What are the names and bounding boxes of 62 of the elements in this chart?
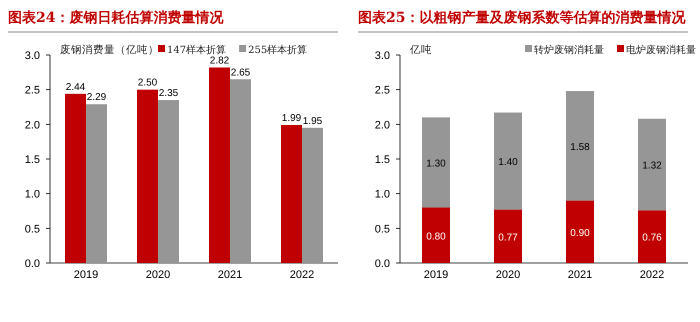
data-label: 1.32 bbox=[642, 160, 662, 172]
bar bbox=[302, 128, 323, 263]
data-label: 2.35 bbox=[158, 88, 179, 100]
legend-label: 转炉废钢消耗量 bbox=[534, 44, 604, 56]
y-axis-title: 废钢消费量（亿吨） bbox=[60, 43, 159, 56]
data-label: 1.95 bbox=[302, 116, 323, 127]
bar bbox=[209, 67, 230, 263]
y-tick-label: 0.5 bbox=[374, 223, 390, 236]
bar bbox=[638, 210, 666, 263]
data-label: 1.99 bbox=[282, 113, 302, 124]
y-tick-label: 1.5 bbox=[24, 154, 40, 166]
y-tick-label: 1.0 bbox=[374, 188, 390, 201]
bar bbox=[566, 91, 594, 201]
bar bbox=[137, 90, 158, 263]
bar bbox=[566, 200, 594, 263]
y-tick-label: 3.0 bbox=[24, 50, 40, 62]
chart-title: 图表25：以粗钢产量及废钢系数等估算的消费量情况 bbox=[358, 9, 686, 26]
x-tick-label: 2019 bbox=[74, 269, 98, 281]
y-tick-label: 0.0 bbox=[24, 258, 40, 270]
bar bbox=[65, 94, 86, 263]
x-tick-label: 2021 bbox=[218, 269, 242, 281]
legend-label: 147样本折算 bbox=[167, 44, 226, 56]
data-label: 2.44 bbox=[66, 82, 86, 93]
y-axis-title: 亿吨 bbox=[409, 43, 432, 56]
y-tick-label: 1.0 bbox=[24, 188, 40, 201]
legend-label: 电炉废钢消耗量 bbox=[626, 44, 696, 56]
y-tick-label: 1.5 bbox=[374, 154, 390, 166]
data-label: 1.30 bbox=[426, 158, 446, 170]
legend-label: 255样本折算 bbox=[248, 44, 308, 56]
data-label: 1.40 bbox=[498, 157, 518, 168]
y-tick-label: 3.0 bbox=[374, 50, 390, 62]
y-tick-label: 2.5 bbox=[24, 84, 40, 97]
data-label: 0.76 bbox=[642, 232, 662, 244]
x-tick-label: 2019 bbox=[424, 269, 448, 281]
data-label: 2.50 bbox=[138, 78, 158, 89]
bar bbox=[494, 112, 522, 210]
chart-title: 图表24：废钢日耗估算消费量情况 bbox=[8, 9, 224, 26]
y-tick-label: 0.5 bbox=[24, 223, 40, 236]
bar bbox=[422, 208, 450, 263]
y-tick-label: 2.5 bbox=[374, 84, 390, 97]
data-label: 0.77 bbox=[498, 232, 518, 244]
y-tick-label: 2.0 bbox=[24, 119, 40, 132]
bar bbox=[638, 118, 666, 210]
bar bbox=[422, 117, 450, 208]
bar bbox=[230, 79, 251, 263]
data-label: 0.90 bbox=[570, 228, 590, 239]
x-tick-label: 2020 bbox=[496, 269, 520, 281]
data-label: 2.65 bbox=[230, 67, 251, 78]
y-tick-label: 0.0 bbox=[374, 258, 390, 270]
bar bbox=[281, 125, 302, 263]
data-label: 0.80 bbox=[426, 231, 446, 242]
bar bbox=[494, 210, 522, 263]
data-label: 1.58 bbox=[570, 142, 590, 153]
x-tick-label: 2020 bbox=[146, 269, 170, 281]
y-tick-label: 2.0 bbox=[374, 119, 390, 132]
data-label: 2.29 bbox=[86, 92, 107, 104]
bar bbox=[86, 104, 107, 263]
x-tick-label: 2021 bbox=[568, 269, 592, 281]
bar bbox=[158, 100, 179, 263]
x-tick-label: 2022 bbox=[290, 269, 314, 281]
x-tick-label: 2022 bbox=[640, 269, 664, 281]
data-label: 2.82 bbox=[210, 55, 230, 66]
